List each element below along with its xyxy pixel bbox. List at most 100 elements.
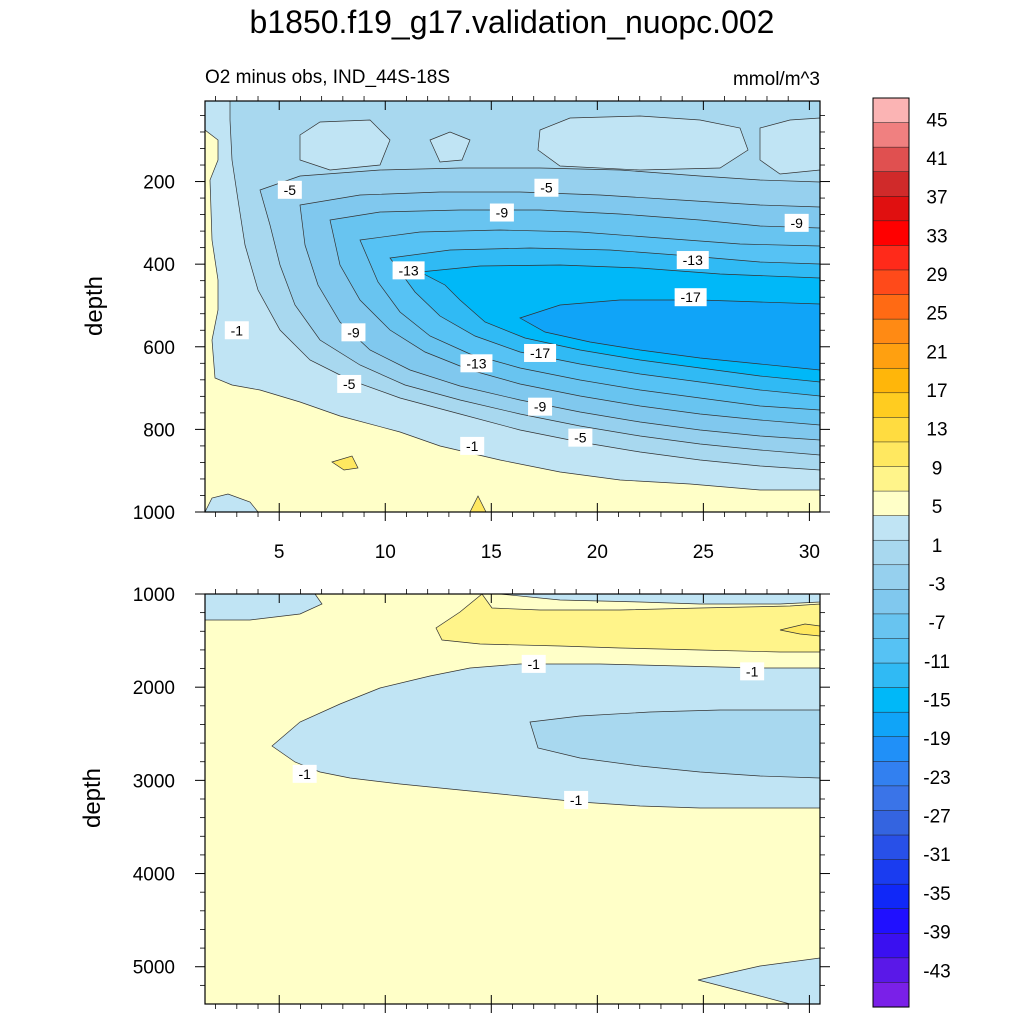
colorbar-swatch: [872, 515, 910, 541]
colorbar-swatch: [872, 441, 910, 468]
colorbar-label: 41: [926, 149, 947, 170]
fill-lower-yellow: [435, 594, 820, 653]
contour-label: -1: [746, 663, 759, 679]
contour-label-box: [521, 654, 546, 673]
colorbar-label: -39: [923, 923, 950, 944]
upper-y-tick-labels: 200 400 600 800 1000: [133, 173, 175, 524]
contour-label: -1: [570, 792, 583, 808]
contour-label-box: [674, 288, 707, 307]
fill-pocket-3: [299, 119, 391, 171]
contour-label-box: [460, 436, 485, 455]
contour-label: -5: [343, 376, 356, 392]
colorbar-swatch: [872, 982, 910, 1008]
contour-label: -13: [398, 262, 418, 278]
colorbar-label: -43: [923, 961, 950, 982]
contour-label-box: [460, 354, 493, 373]
colorbar-swatch: [872, 834, 910, 861]
colorbar-swatch: [872, 564, 910, 590]
lower-contour-fills: [205, 594, 820, 1004]
colorbar-swatch: [872, 220, 910, 246]
contour-label: -9: [347, 324, 360, 340]
colorbar-label: 21: [926, 342, 947, 363]
colorbar-swatch: [872, 146, 910, 173]
contour-label-box: [568, 428, 593, 447]
colorbar-swatch: [872, 392, 910, 418]
y-tick-label: 4000: [133, 865, 175, 886]
fill-lower-bottom: [697, 957, 820, 1004]
contour-label: -1: [527, 656, 540, 672]
colorbar-label: 9: [932, 458, 943, 479]
colorbar-swatch: [872, 245, 910, 271]
colorbar-swatch: [872, 908, 910, 934]
contour-label-box: [337, 374, 362, 393]
x-tick-label: 25: [693, 542, 714, 563]
colorbar-swatch: [872, 687, 910, 713]
fill-deep-patch-3: [469, 495, 487, 512]
contour-label-box: [224, 321, 249, 340]
figure-title: b1850.f19_g17.validation_nuopc.002: [249, 4, 775, 40]
y-tick-label: 3000: [133, 771, 175, 792]
upper-subtitle-left: O2 minus obs, IND_44S-18S: [205, 67, 450, 88]
fill-pocket-1: [429, 131, 471, 163]
colorbar-label: -35: [923, 884, 950, 905]
y-tick-label: 600: [143, 338, 175, 359]
x-tick-label: 15: [481, 542, 502, 563]
colorbar-swatch: [872, 638, 910, 664]
fill-lower-core: [529, 709, 820, 779]
y-tick-label: 5000: [133, 958, 175, 979]
colorbar-frame: [872, 97, 910, 1008]
contour-label: -5: [284, 182, 297, 198]
colorbar-swatch: [872, 171, 910, 197]
colorbar-label: -23: [923, 768, 950, 789]
x-tick-label: 10: [375, 542, 396, 563]
colorbar-label: -7: [929, 613, 946, 634]
lower-y-axis-title: depth: [79, 768, 106, 828]
contour-label: -1: [466, 438, 479, 454]
x-tick-label: 30: [799, 542, 820, 563]
colorbar-label: 1: [932, 536, 943, 557]
colorbar-swatch: [872, 785, 910, 812]
contour-label-box: [784, 213, 809, 232]
upper-panel: 5 10 15 20 25 30 200 400 600 800 1000 -5 -5 -9 -9 -13…: [81, 67, 830, 563]
colorbar-swatch: [872, 196, 910, 222]
contour-label: -1: [231, 322, 244, 338]
colorbar-swatch: [872, 662, 910, 689]
colorbar-swatch: [872, 810, 910, 836]
contour-label: -5: [540, 180, 553, 196]
y-tick-label: 400: [143, 255, 175, 276]
colorbar-swatch: [872, 711, 910, 738]
colorbar-label: 45: [926, 110, 947, 131]
upper-y-axis-title: depth: [81, 276, 108, 336]
contour-label: -17: [530, 345, 550, 361]
contour-label-box: [277, 180, 302, 199]
colorbar: 45 41 37 33 29 25 21 17 13 9 5 1 -3 -7 -11 -15 -19 -23 -27…: [872, 97, 951, 1008]
contour-label-box: [489, 203, 514, 222]
contour-label-box: [564, 790, 589, 809]
colorbar-label: 29: [926, 265, 947, 286]
colorbar-label: 17: [926, 381, 947, 402]
colorbar-swatch: [872, 883, 910, 910]
colorbar-swatch: [872, 417, 910, 443]
contour-label: -13: [683, 252, 703, 268]
upper-x-tick-labels: 5 10 15 20 25 30: [274, 542, 820, 563]
colorbar-swatch: [872, 97, 910, 124]
colorbar-label: 5: [932, 497, 943, 518]
colorbar-swatch: [872, 859, 910, 885]
colorbar-swatches: [872, 97, 910, 1008]
fill-lower-yellow-2: [779, 623, 820, 637]
fill-lower-top-right: [499, 594, 820, 605]
fill-deep-patch-2: [331, 455, 359, 471]
fill-pocket-4: [759, 117, 820, 175]
colorbar-label: -11: [924, 652, 950, 673]
upper-contour-labels: -5 -5 -9 -9 -13 -13 -17 -1 -9 -17 -13 -5 -9 -5 -1: [224, 178, 809, 455]
colorbar-swatch: [872, 933, 910, 959]
lower-ticks: [195, 589, 830, 1013]
contour-label: -9: [496, 205, 509, 221]
colorbar-labels: 45 41 37 33 29 25 21 17 13 9 5 1 -3 -7 -11 -15 -19 -23 -27…: [923, 110, 950, 982]
contour-label: -1: [298, 766, 311, 782]
x-tick-label: 5: [274, 542, 285, 563]
contour-label: -17: [681, 289, 701, 305]
colorbar-label: 37: [926, 188, 947, 209]
contour-label-box: [341, 323, 366, 342]
